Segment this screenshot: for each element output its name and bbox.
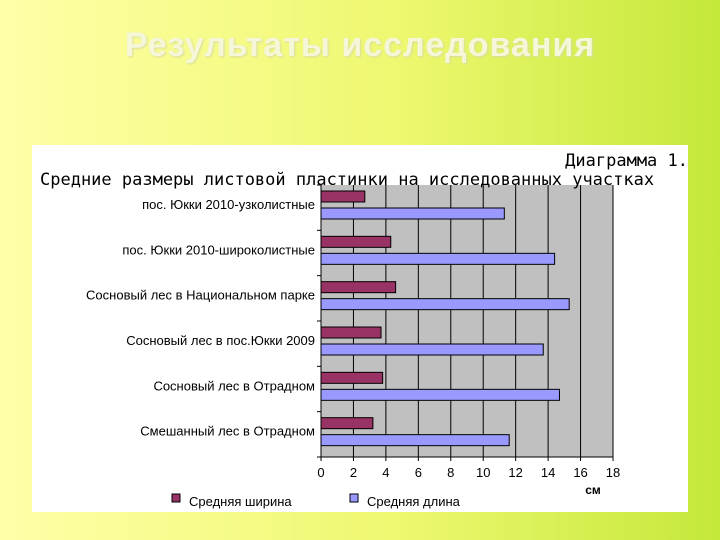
x-tick-label: 4 <box>382 465 389 480</box>
bar-width <box>320 190 366 203</box>
category-label: пос. Юкки 2010-широколистные <box>122 242 315 257</box>
x-tick-label: 12 <box>508 465 522 480</box>
plot-area <box>321 185 613 457</box>
bar-length <box>320 434 510 447</box>
category-label: Сосновый лес в Отрадном <box>153 378 315 393</box>
x-tick-label: 16 <box>573 465 587 480</box>
x-tick-label: 10 <box>476 465 490 480</box>
legend-swatch <box>349 493 359 503</box>
bar-width <box>320 371 384 384</box>
legend-label: Средняя ширина <box>189 494 292 509</box>
x-tick-label: 14 <box>541 465 555 480</box>
bar-width <box>320 235 392 248</box>
bar-length <box>320 252 556 265</box>
bar-length <box>320 298 570 311</box>
bar-length <box>320 343 544 356</box>
x-axis-unit: см <box>585 483 601 497</box>
category-label: Смешанный лес в Отрадном <box>140 424 315 439</box>
bar-width <box>320 281 397 294</box>
legend-swatch <box>171 493 181 503</box>
x-tick-label: 0 <box>317 465 324 480</box>
legend-label: Средняя длина <box>367 494 461 509</box>
x-tick-label: 6 <box>415 465 422 480</box>
x-tick-label: 2 <box>350 465 357 480</box>
bar-width <box>320 326 382 339</box>
slide-title: Результаты исследования <box>124 26 596 64</box>
x-tick-label: 8 <box>447 465 454 480</box>
category-label: Сосновый лес в Национальном парке <box>86 288 315 303</box>
category-label: Сосновый лес в пос.Юкки 2009 <box>126 333 315 348</box>
category-label: пос. Юкки 2010-узколистные <box>142 197 315 212</box>
bar-width <box>320 417 374 430</box>
bar-length <box>320 388 560 401</box>
bar-length <box>320 207 505 220</box>
x-tick-label: 18 <box>606 465 620 480</box>
